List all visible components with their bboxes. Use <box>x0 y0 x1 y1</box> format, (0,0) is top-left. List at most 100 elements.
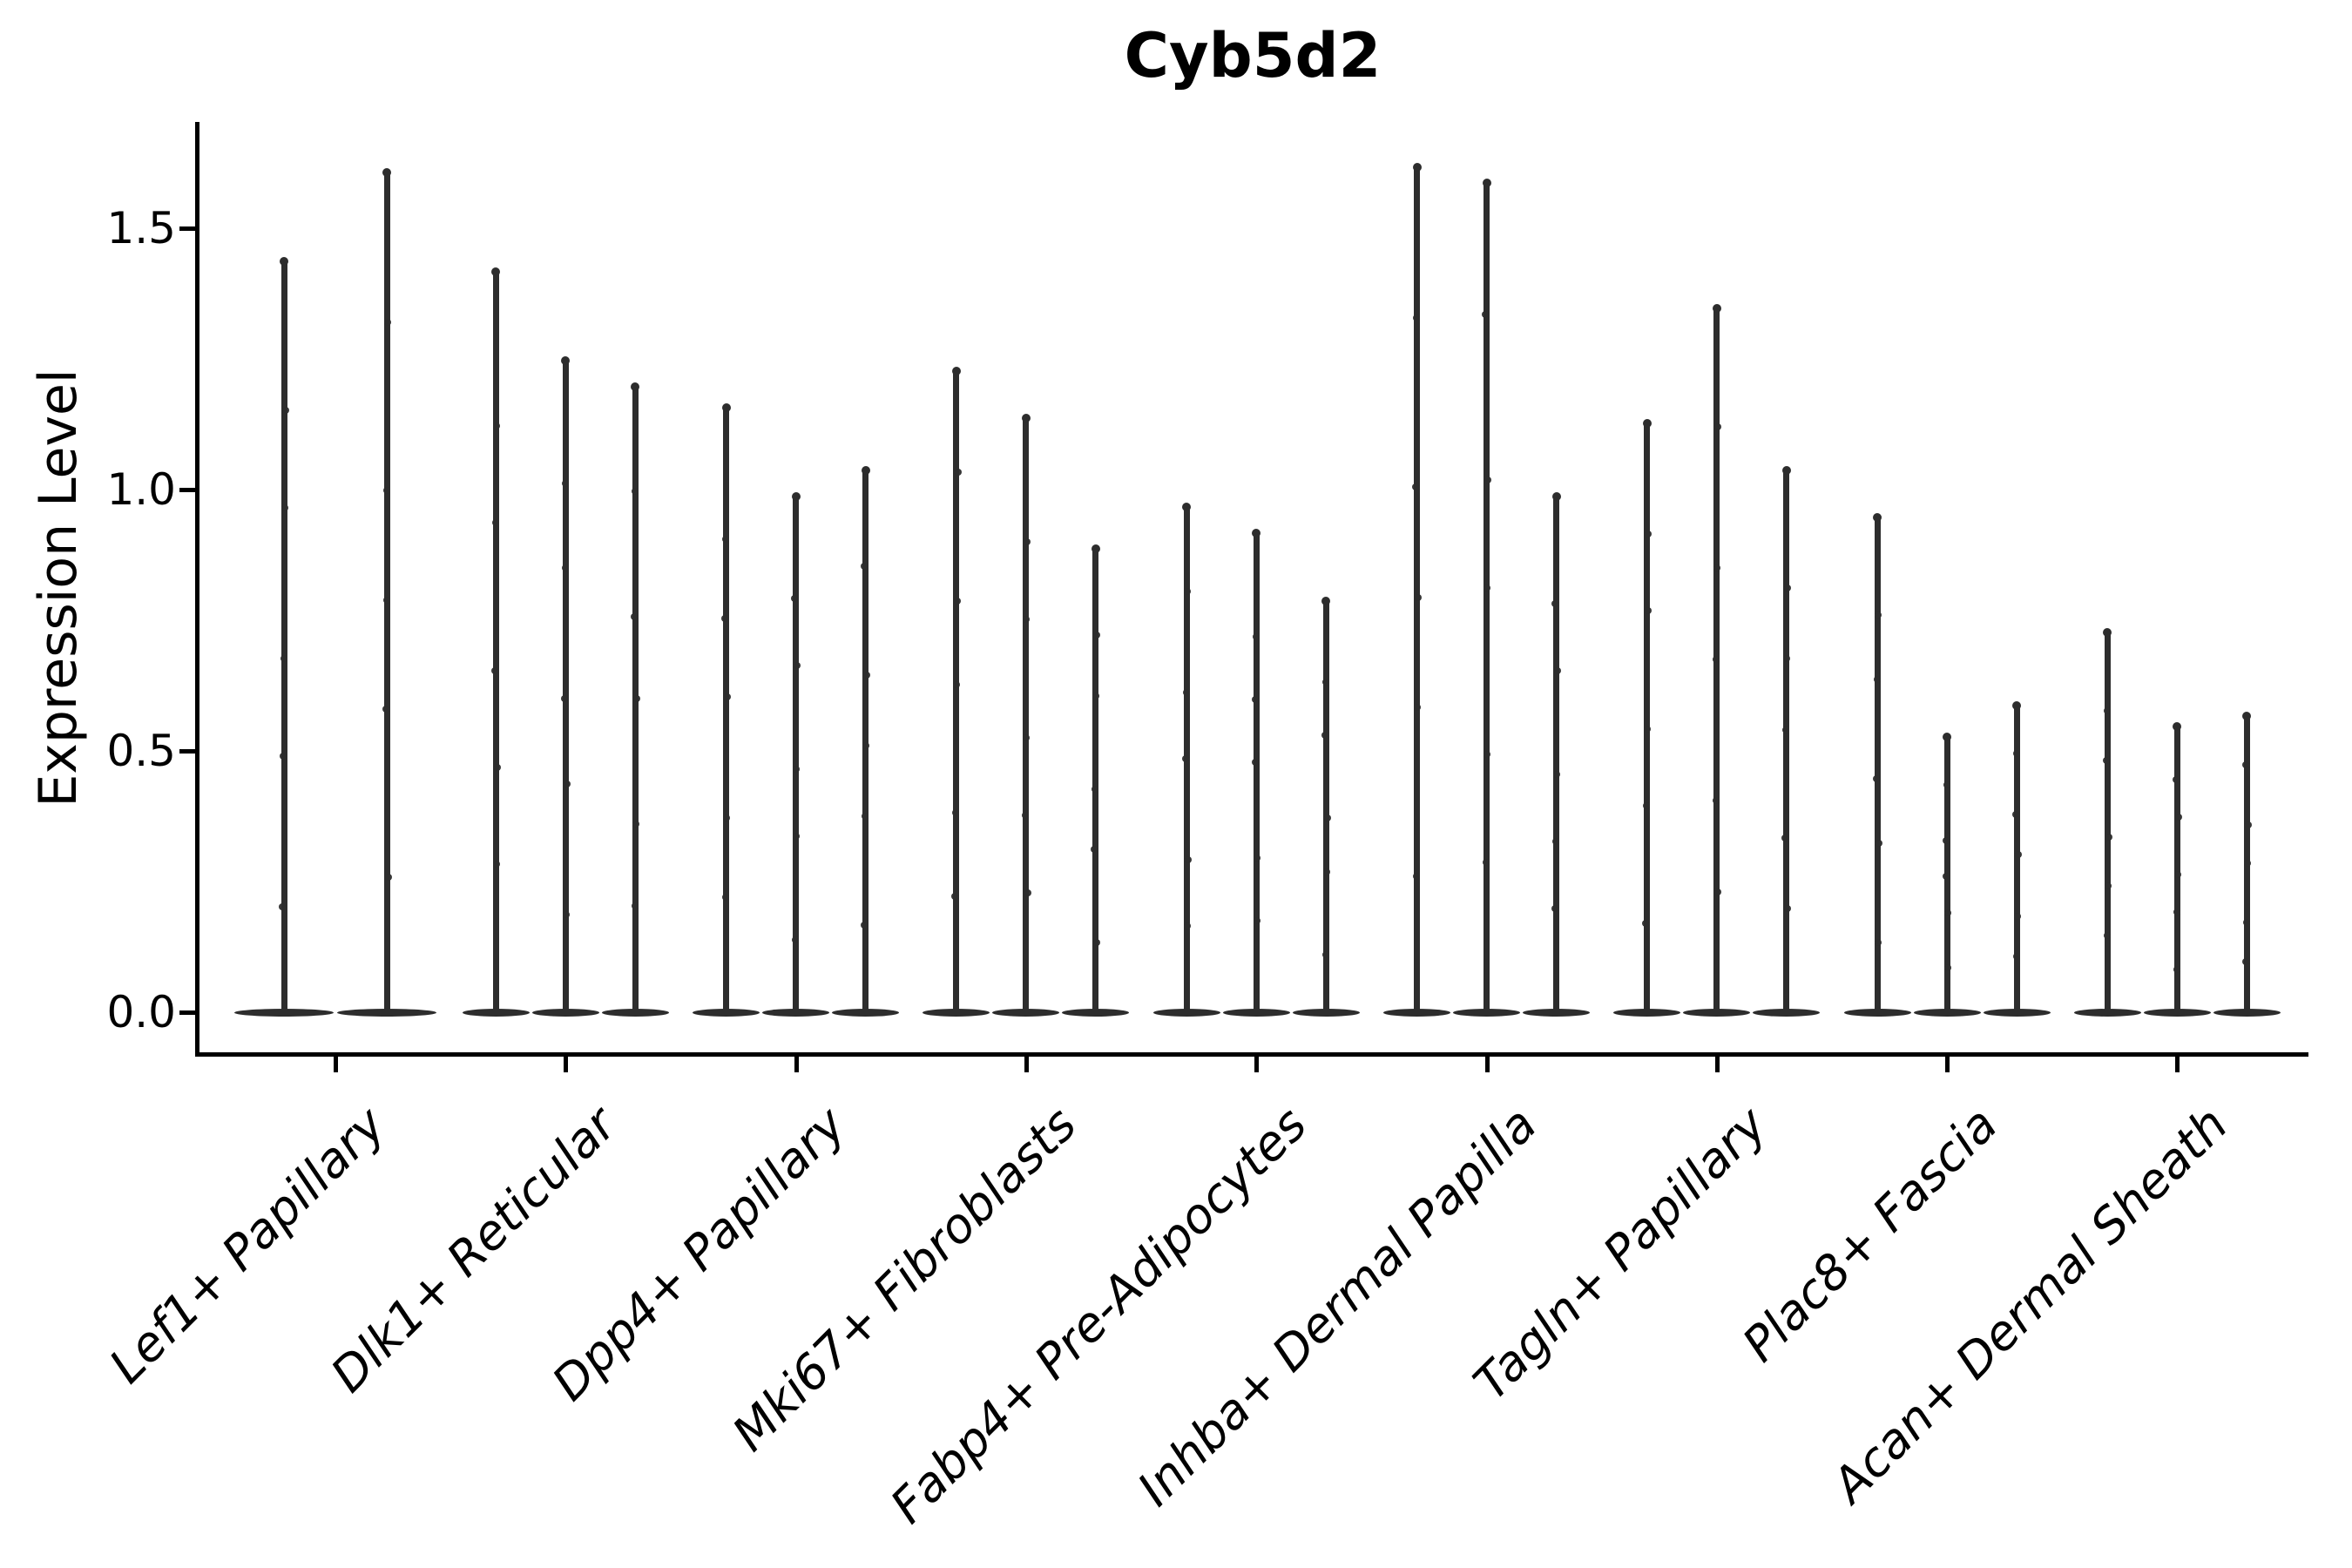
expression-point <box>2105 833 2112 841</box>
spike-top-dot <box>2103 628 2112 637</box>
expression-point <box>2013 913 2021 921</box>
spike-top-dot <box>1321 597 1331 605</box>
expression-point <box>1643 801 1650 809</box>
expression-point <box>1782 655 1790 663</box>
expression-point <box>1713 656 1720 663</box>
expression-point <box>1091 846 1098 854</box>
expression-point <box>1414 593 1422 601</box>
violin-spike <box>953 369 960 1014</box>
chart-title: Cyb5d2 <box>1124 20 1382 91</box>
expression-point <box>632 821 640 828</box>
expression-point <box>1784 905 1791 913</box>
expression-point <box>1411 483 1419 491</box>
x-tick <box>564 1057 569 1072</box>
expression-point <box>861 563 868 571</box>
expression-point <box>2104 932 2111 940</box>
expression-point <box>1253 917 1260 925</box>
violin-spike <box>723 406 730 1014</box>
spike-top-dot <box>791 492 801 501</box>
expression-point <box>1024 889 1031 897</box>
expression-point <box>1412 314 1420 321</box>
spike-top-dot <box>1021 414 1031 422</box>
y-tick-label: 1.5 <box>106 203 176 253</box>
expression-point <box>491 667 499 675</box>
expression-point <box>561 564 569 571</box>
expression-point <box>1783 585 1791 592</box>
expression-point <box>792 833 800 841</box>
spike-top-dot <box>1551 492 1561 501</box>
expression-point <box>1323 814 1331 822</box>
x-tick-label: Inhba+ Dermal Papilla <box>1126 1096 1548 1517</box>
expression-point <box>723 814 730 822</box>
expression-point <box>2173 775 2180 783</box>
expression-point <box>1482 310 1490 318</box>
x-tick <box>1714 1057 1720 1072</box>
spike-top-dot <box>1482 179 1491 187</box>
expression-point <box>2011 811 2019 819</box>
x-tick-label: Acan+ Dermal Sheath <box>1821 1096 2239 1513</box>
expression-point <box>1643 725 1651 733</box>
expression-point <box>1551 599 1558 607</box>
x-tick <box>1484 1057 1490 1072</box>
expression-point <box>384 874 392 882</box>
violin-spike <box>1253 531 1260 1014</box>
expression-point <box>1254 855 1261 862</box>
expression-point <box>952 809 960 817</box>
y-tick <box>179 749 195 754</box>
expression-point <box>2013 953 2021 961</box>
expression-point <box>1322 950 1330 958</box>
x-tick <box>1254 1057 1260 1072</box>
expression-point <box>1552 837 1560 845</box>
expression-point <box>1413 704 1421 712</box>
expression-point <box>2243 919 2250 927</box>
spike-top-dot <box>280 257 288 266</box>
expression-point <box>1321 678 1329 686</box>
spike-top-dot <box>1943 733 1952 741</box>
expression-point <box>1873 676 1881 684</box>
y-tick <box>179 488 195 492</box>
expression-point <box>2241 761 2249 769</box>
spike-top-dot <box>631 382 640 391</box>
expression-point <box>862 742 869 750</box>
expression-point <box>1712 797 1720 804</box>
expression-point <box>1551 905 1559 913</box>
expression-point <box>562 910 570 918</box>
expression-point <box>1184 856 1192 864</box>
violin-spike <box>793 495 800 1014</box>
expression-point <box>1874 939 1882 947</box>
violin-spike <box>862 469 869 1014</box>
expression-point <box>1321 732 1328 740</box>
spike-top-dot <box>1781 466 1791 475</box>
expression-point <box>861 922 868 929</box>
expression-point <box>1022 734 1030 742</box>
spike-top-dot <box>1642 419 1652 428</box>
expression-point <box>1642 920 1650 928</box>
expression-point <box>1484 476 1492 484</box>
expression-point <box>1943 836 1950 844</box>
expression-point <box>382 596 390 604</box>
expression-point <box>2173 965 2180 973</box>
expression-point <box>1484 585 1491 592</box>
expression-point <box>1944 909 1952 916</box>
expression-point <box>279 903 287 911</box>
expression-point <box>384 318 392 326</box>
expression-point <box>560 695 568 702</box>
expression-point <box>1023 615 1031 623</box>
expression-point <box>280 504 288 512</box>
y-tick-label: 0.0 <box>106 987 176 1037</box>
expression-point <box>280 753 287 760</box>
expression-point <box>1483 751 1490 759</box>
expression-point <box>563 780 571 787</box>
violin-spike <box>492 270 499 1014</box>
expression-point <box>632 902 639 909</box>
expression-point <box>1021 812 1029 820</box>
expression-point <box>1645 530 1652 537</box>
spike-top-dot <box>1091 544 1100 553</box>
expression-point <box>1252 696 1260 704</box>
expression-point <box>721 614 728 622</box>
expression-point <box>954 469 962 476</box>
expression-point <box>1323 868 1330 875</box>
x-tick-label: Fabp4+ Pre-Adipocytes <box>879 1096 1317 1534</box>
expression-point <box>1644 606 1652 614</box>
